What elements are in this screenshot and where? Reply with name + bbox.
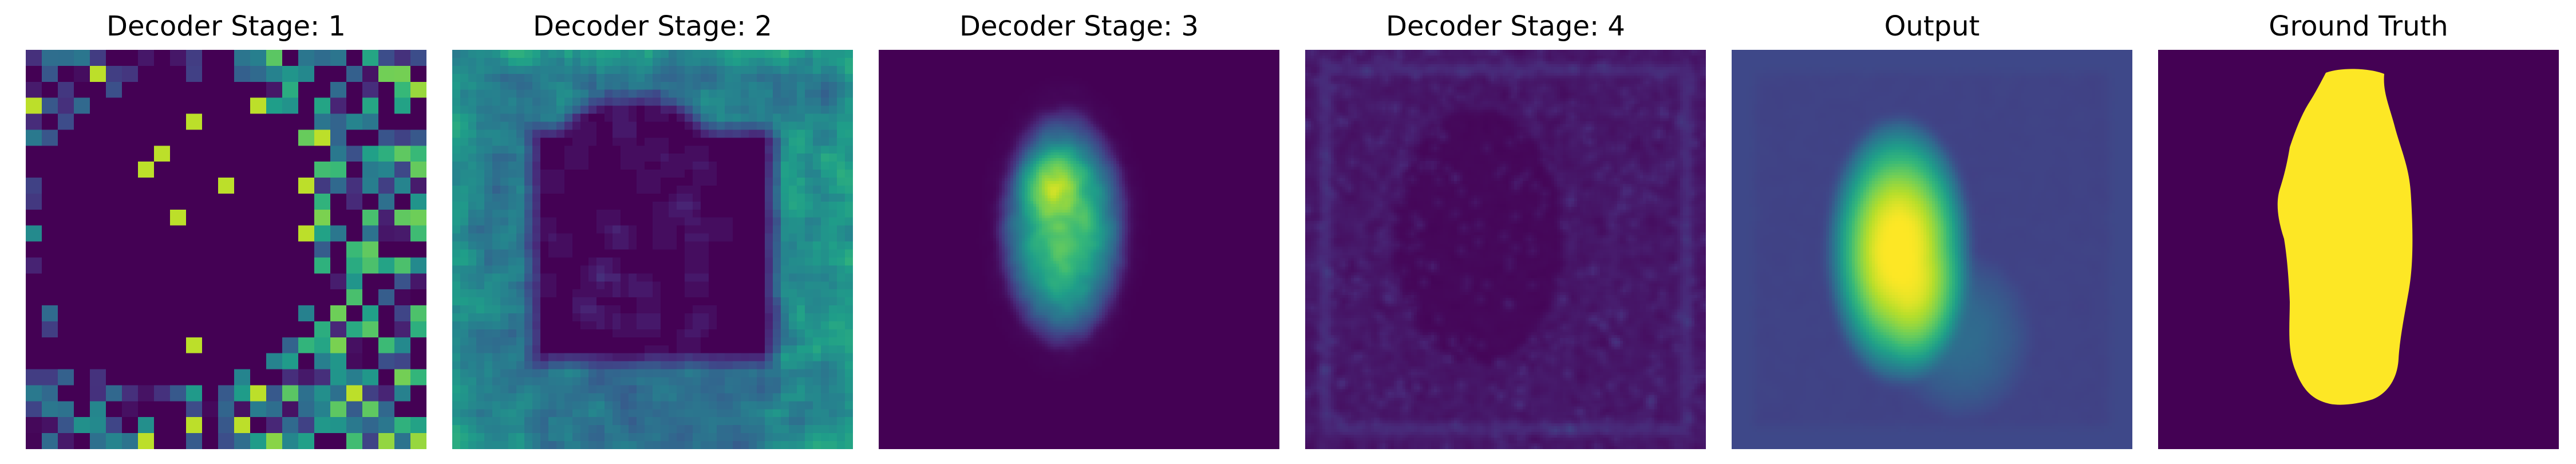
heatmap-decoder-stage-3 bbox=[879, 50, 1279, 449]
panel-decoder-stage-1: Decoder Stage: 1 bbox=[26, 0, 426, 464]
panel-decoder-stage-2: Decoder Stage: 2 bbox=[452, 0, 853, 464]
ground-truth-mask bbox=[2158, 50, 2559, 449]
mask-foreground bbox=[2277, 69, 2413, 405]
panel-title: Decoder Stage: 3 bbox=[959, 10, 1199, 42]
heatmap-decoder-stage-4 bbox=[1305, 50, 1706, 449]
panel-decoder-stage-3: Decoder Stage: 3 bbox=[879, 0, 1279, 464]
panel-ground-truth: Ground Truth bbox=[2158, 0, 2559, 464]
heatmap-output bbox=[1732, 50, 2132, 449]
panel-title: Ground Truth bbox=[2269, 10, 2448, 42]
panel-title: Output bbox=[1884, 10, 1980, 42]
panel-output: Output bbox=[1732, 0, 2132, 464]
panel-title: Decoder Stage: 1 bbox=[106, 10, 346, 42]
panel-title: Decoder Stage: 4 bbox=[1386, 10, 1625, 42]
panel-decoder-stage-4: Decoder Stage: 4 bbox=[1305, 0, 1706, 464]
heatmap-decoder-stage-1 bbox=[26, 50, 426, 449]
heatmap-decoder-stage-2 bbox=[452, 50, 853, 449]
panel-title: Decoder Stage: 2 bbox=[533, 10, 772, 42]
